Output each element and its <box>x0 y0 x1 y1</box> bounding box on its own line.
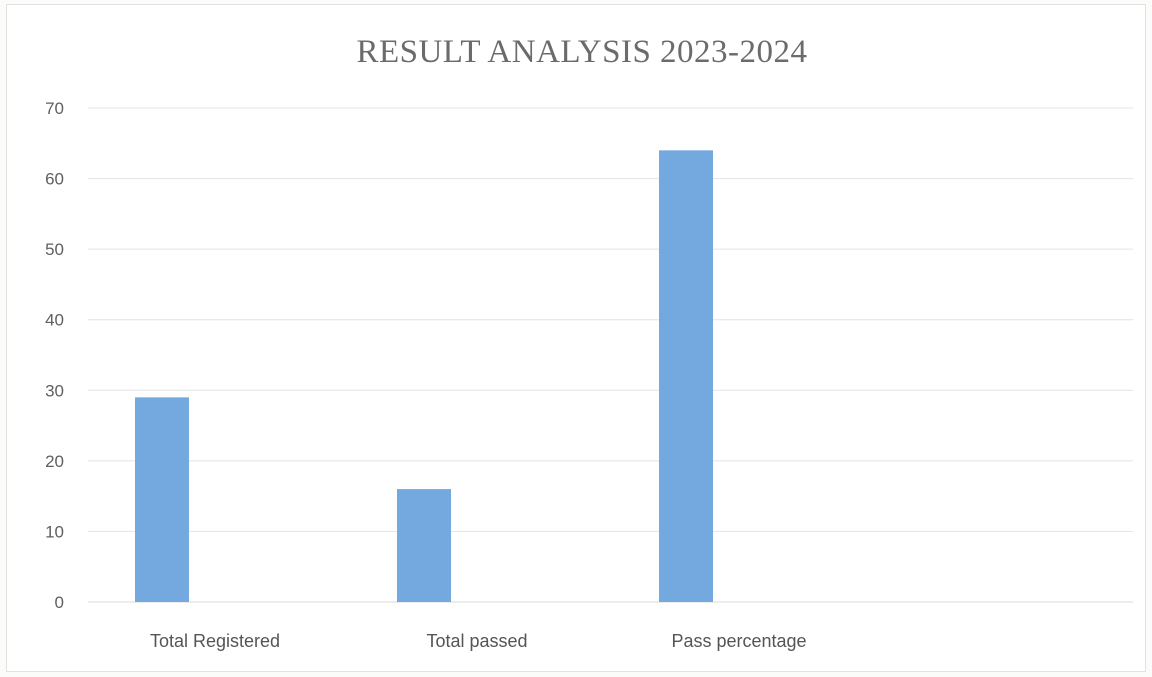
x-category-label: Pass percentage <box>671 631 806 651</box>
x-category-label: Total passed <box>426 631 527 651</box>
y-tick-label: 10 <box>45 522 64 541</box>
y-tick-label: 70 <box>45 99 64 118</box>
y-tick-label: 30 <box>45 381 64 400</box>
y-tick-label: 60 <box>45 170 64 189</box>
bar-total-registered <box>135 397 189 602</box>
chart-frame <box>6 4 1146 672</box>
y-tick-label: 40 <box>45 311 64 330</box>
bar-total-passed <box>397 489 451 602</box>
bar-pass-percentage <box>659 150 713 603</box>
chart-title: RESULT ANALYSIS 2023-2024 <box>356 34 808 70</box>
y-tick-label: 50 <box>45 240 64 259</box>
y-tick-label: 20 <box>45 452 64 471</box>
y-tick-label: 0 <box>55 593 64 612</box>
x-category-label: Total Registered <box>150 631 280 651</box>
